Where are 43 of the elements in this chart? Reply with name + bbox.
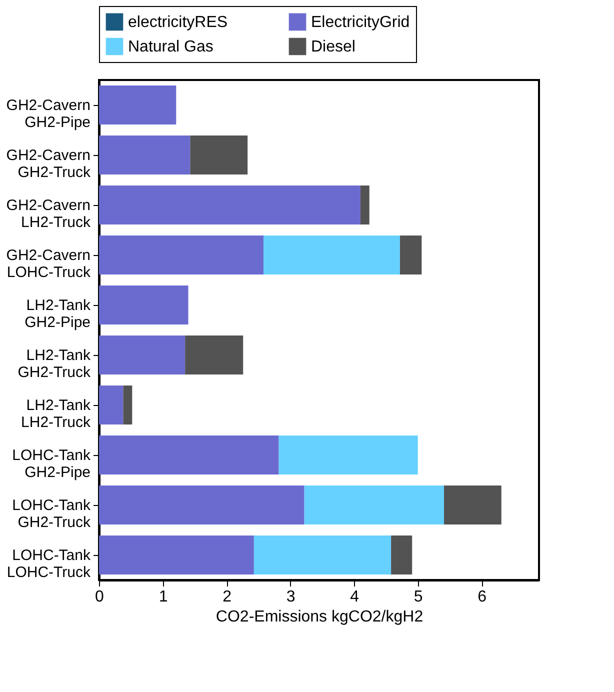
x-tick-label: 1	[158, 588, 168, 606]
bar	[99, 536, 254, 574]
bar	[304, 486, 444, 524]
x-tick-label: 4	[350, 588, 360, 606]
bar	[400, 236, 422, 274]
y-tick-label: LOHC-Tank GH2-Truck	[12, 497, 91, 531]
bar	[99, 486, 304, 524]
bar	[99, 236, 264, 274]
bar	[99, 386, 124, 424]
legend-label: electricityRES	[128, 14, 228, 31]
bar	[278, 436, 418, 474]
y-tick-label: LOHC-Tank LOHC-Truck	[6, 547, 91, 581]
y-tick-label: LH2-Tank GH2-Truck	[18, 347, 91, 381]
bar	[99, 286, 188, 324]
bar	[99, 86, 176, 124]
x-tick-label: 5	[414, 588, 423, 606]
x-axis-title: CO2-Emissions kgCO2/kgH2	[216, 608, 424, 626]
bar	[444, 486, 502, 524]
bar	[99, 186, 360, 224]
y-tick-label: GH2-Cavern GH2-Pipe	[6, 97, 90, 131]
x-tick-label: 0	[95, 588, 104, 606]
bar	[99, 136, 190, 174]
x-tick-label: 2	[222, 588, 232, 606]
y-tick-label: GH2-Cavern LOHC-Truck	[6, 247, 91, 281]
y-tick-label: GH2-Cavern GH2-Truck	[6, 147, 91, 181]
y-tick-label: GH2-Cavern LH2-Truck	[6, 197, 91, 231]
legend-label: Diesel	[311, 38, 356, 56]
bar	[190, 136, 248, 174]
y-tick-label: LH2-Tank GH2-Pipe	[24, 297, 91, 331]
bar	[185, 336, 244, 374]
x-tick-label: 3	[286, 588, 296, 606]
y-tick-label: LOHC-Tank GH2-Pipe	[12, 447, 91, 481]
legend-label: Natural Gas	[128, 38, 214, 56]
bar	[99, 336, 186, 374]
x-tick-label: 6	[478, 588, 487, 606]
bar	[264, 236, 400, 274]
bar	[99, 436, 279, 474]
bar	[123, 386, 132, 424]
bar	[254, 536, 392, 574]
legend-label: ElectricityGrid	[311, 14, 410, 31]
bar	[391, 536, 412, 574]
y-tick-label: LH2-Tank LH2-Truck	[21, 397, 91, 431]
bar	[360, 186, 370, 224]
